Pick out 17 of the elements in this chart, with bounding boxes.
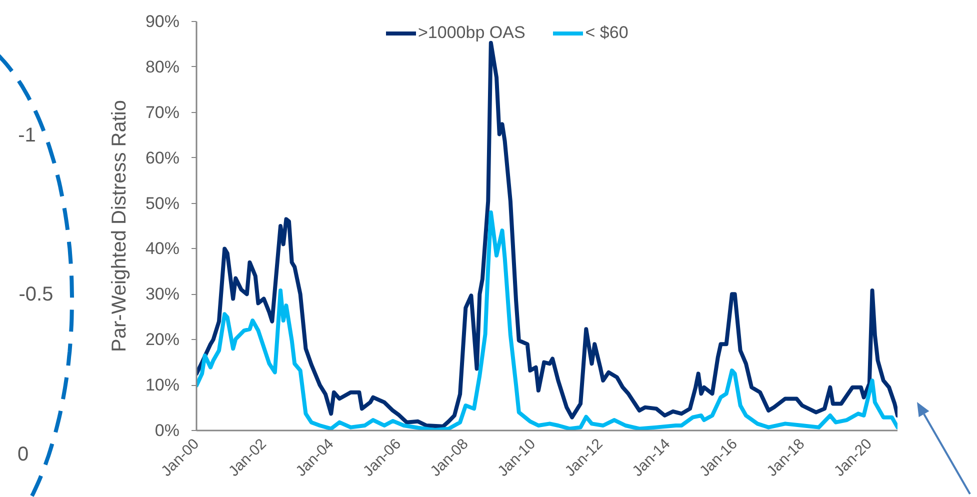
y-tick-label: 50% [145,194,180,213]
y-tick-label: 20% [145,330,180,350]
y-axis-title: Par-Weighted Distress Ratio [108,100,130,352]
y-tick-label: 40% [145,239,180,258]
line-series [196,40,898,428]
y-tick-label: 60% [145,148,180,168]
y-tick-label: 0% [154,421,180,440]
text: 0 [17,443,29,466]
text: -0.5 [18,283,54,306]
y-tick-label: 70% [145,102,180,122]
y-tick-label: 30% [145,284,180,304]
text: -1 [18,124,36,146]
legend-label: < $60 [585,23,630,43]
y-tick-label: 80% [145,57,180,76]
legend-label: >1000bp OAS [418,23,526,43]
y-tick-label: 10% [145,376,180,395]
y-tick-label: 90% [145,12,180,31]
